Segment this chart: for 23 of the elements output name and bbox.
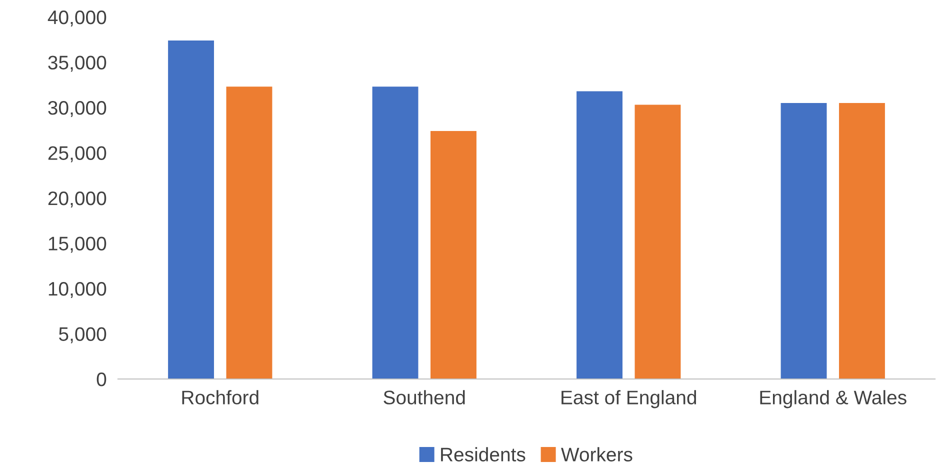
x-tick-label: Southend — [384, 390, 465, 404]
bar — [168, 40, 214, 379]
y-tick-label: 20,000 — [48, 191, 106, 208]
x-tick-label: East of England — [562, 390, 696, 408]
y-tick-label: 15,000 — [48, 236, 106, 253]
x-tick-label: England & Wales — [760, 390, 906, 408]
bar — [780, 102, 827, 379]
bar — [372, 86, 418, 379]
bar — [430, 131, 476, 379]
bar — [576, 91, 622, 379]
legend-label: Workers — [561, 447, 632, 462]
y-tick-label: 35,000 — [48, 56, 106, 72]
x-tick-label: Rochford — [182, 390, 258, 404]
y-tick-label: 0 — [96, 372, 106, 386]
bar — [226, 86, 272, 379]
bar — [634, 104, 681, 379]
y-tick-label: 30,000 — [48, 100, 106, 118]
y-tick-label: 25,000 — [48, 146, 106, 162]
y-tick-label: 5,000 — [59, 327, 106, 344]
bar — [839, 102, 885, 379]
y-tick-label: 40,000 — [48, 10, 106, 27]
legend-label: Residents — [441, 447, 526, 462]
y-tick-label: 10,000 — [48, 282, 106, 298]
